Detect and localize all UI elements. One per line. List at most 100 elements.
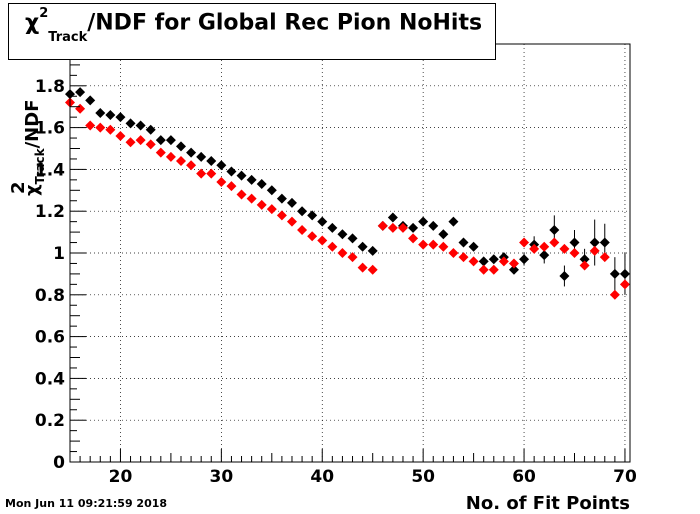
black-series-point	[609, 268, 620, 279]
red-series-point	[569, 248, 580, 258]
red-series-point	[115, 130, 126, 141]
y-axis-title: χTrack/NDF 2	[8, 100, 47, 197]
red-series-point	[519, 237, 530, 248]
red-series-point	[468, 256, 479, 267]
title-sup: 2	[39, 6, 49, 21]
red-series-point	[145, 139, 156, 150]
x-tick-label: 20	[109, 467, 133, 487]
red-series-point	[387, 222, 398, 233]
black-series-point	[488, 254, 499, 265]
red-series-point	[155, 147, 166, 158]
x-tick-label: 50	[411, 467, 435, 487]
red-series-point	[408, 233, 419, 244]
red-series-point	[175, 156, 186, 167]
red-series-point	[397, 222, 408, 233]
black-series-point	[468, 241, 479, 252]
chart-title-box: χ2 Track/NDF for Global Rec Pion NoHits	[8, 3, 496, 60]
black-series-point	[569, 237, 580, 248]
black-series-point	[317, 216, 328, 227]
black-series-point	[579, 254, 590, 265]
red-series-point	[196, 168, 207, 179]
red-series-point	[589, 245, 600, 256]
red-series-point	[428, 239, 439, 250]
black-series-point	[216, 160, 227, 171]
black-series-point	[599, 237, 610, 248]
red-series-point	[75, 103, 86, 114]
y-tick-label: 0	[53, 453, 65, 473]
red-series-point	[105, 124, 116, 135]
black-series-point	[589, 237, 600, 248]
black-series-point	[206, 156, 217, 167]
black-series-point	[236, 170, 247, 181]
black-series-point	[448, 216, 459, 227]
black-series-point	[478, 256, 489, 267]
y-tick-label: 1.2	[35, 202, 65, 222]
red-series-point	[478, 264, 489, 275]
black-series-point	[186, 147, 197, 158]
title-rest: /NDF for Global Rec Pion NoHits	[87, 10, 483, 36]
red-series-point	[165, 151, 176, 162]
x-tick-label: 30	[210, 467, 234, 487]
black-series-point	[286, 197, 297, 208]
black-series-point	[155, 135, 166, 146]
black-series-point	[246, 174, 257, 185]
x-tick-label: 60	[512, 467, 536, 487]
red-series-point	[559, 243, 570, 254]
error-bars	[392, 213, 626, 295]
black-series-point	[256, 179, 267, 190]
grid-lines	[70, 44, 630, 462]
y-tick-label: 1.6	[35, 119, 65, 139]
y-tick-label: 0.6	[35, 328, 65, 348]
black-series-point	[327, 222, 338, 233]
black-series-point	[307, 210, 318, 221]
red-series-point	[448, 248, 459, 258]
black-series-point	[75, 87, 86, 98]
y-tick-label: 1	[53, 244, 65, 264]
black-series-point	[145, 124, 156, 135]
x-tick-labels: 20 30 40 50 60 70	[109, 467, 637, 487]
red-series-point	[186, 160, 197, 171]
title-chi: χ	[25, 10, 40, 36]
red-series-point	[377, 220, 388, 231]
black-series-point	[115, 112, 126, 123]
black-series-point	[347, 233, 358, 244]
red-series-point	[357, 262, 368, 273]
red-series-point	[327, 241, 338, 252]
red-series-point	[135, 135, 146, 146]
y-axis-chi: χ	[22, 184, 43, 196]
black-series-point	[408, 222, 419, 233]
x-axis-title: No. of Fit Points	[466, 493, 630, 514]
black-series-point	[508, 264, 519, 275]
black-series-point	[438, 229, 449, 240]
y-tick-label: 0.4	[35, 369, 65, 389]
black-series-point	[276, 193, 287, 204]
red-series-point	[488, 264, 499, 275]
black-series-point	[85, 95, 96, 106]
red-series-point	[95, 122, 106, 133]
red-series-point	[418, 239, 429, 250]
red-series-point	[337, 248, 348, 258]
black-series-point	[539, 250, 550, 261]
black-series-point	[549, 225, 560, 236]
red-series-point	[226, 181, 237, 192]
red-series-point	[297, 225, 308, 236]
black-series-point	[519, 254, 530, 265]
black-series-point	[105, 110, 116, 121]
red-series-point	[266, 204, 277, 215]
y-axis-sup: 2	[8, 181, 29, 194]
y-tick-labels: 0 0.2 0.4 0.6 0.8 1 1.2 1.4 1.6 1.8	[35, 77, 65, 473]
y-tick-label: 1.8	[35, 77, 65, 97]
red-series-point	[619, 279, 630, 290]
red-series-point	[256, 199, 267, 210]
red-series-point	[317, 235, 328, 246]
black-series-point	[559, 270, 570, 281]
red-series-point	[458, 252, 469, 263]
chart-title: χ2 Track/NDF for Global Rec Pion NoHits	[25, 6, 483, 45]
red-series-point	[125, 137, 136, 148]
red-series-point	[549, 237, 560, 248]
data-markers	[65, 87, 630, 300]
black-series-point	[458, 237, 469, 248]
red-series-point	[508, 258, 519, 269]
red-series-point	[579, 260, 590, 271]
